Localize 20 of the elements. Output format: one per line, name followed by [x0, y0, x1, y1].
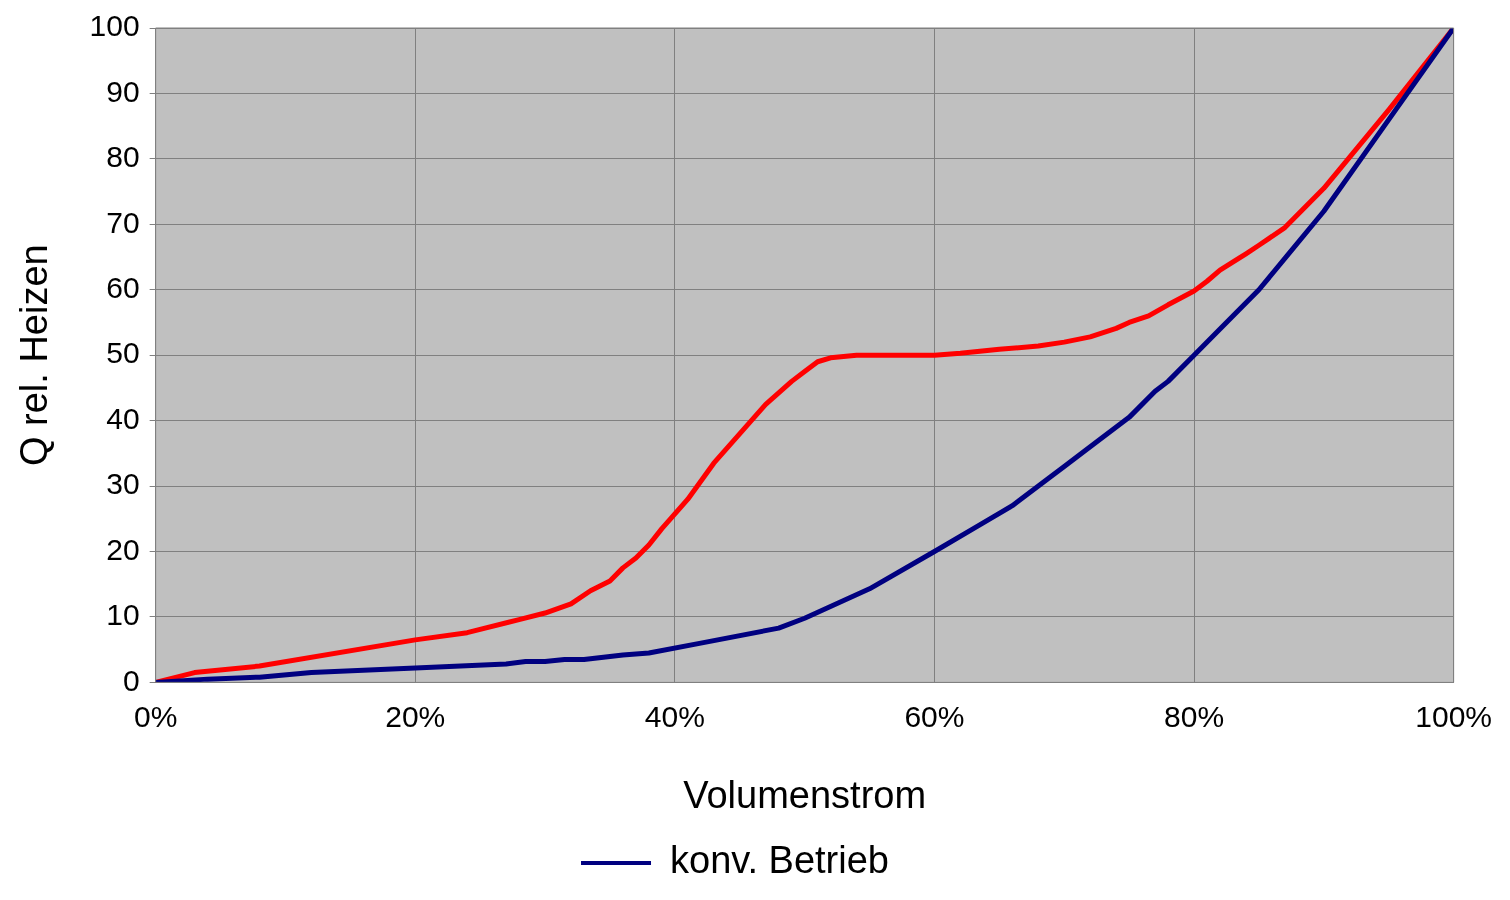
- x-tick-label: 80%: [1164, 699, 1225, 733]
- y-tick-label: 20: [106, 532, 140, 566]
- y-tick-label: 0: [122, 663, 140, 697]
- y-tick-label: 90: [106, 74, 140, 108]
- x-axis-title: Volumenstrom: [683, 773, 927, 816]
- y-tick-label: 40: [106, 401, 140, 435]
- y-tick-label: 70: [106, 205, 140, 239]
- y-tick-label: 10: [106, 598, 140, 632]
- y-tick-label: 60: [106, 271, 140, 305]
- x-tick-label: 40%: [644, 699, 705, 733]
- y-tick-label: 80: [106, 140, 140, 174]
- x-tick-label: 20%: [385, 699, 446, 733]
- x-tick-label: 0%: [133, 699, 178, 733]
- y-tick-label: 100: [89, 9, 140, 43]
- x-tick-label: 100%: [1415, 699, 1492, 733]
- y-tick-label: 30: [106, 467, 140, 501]
- y-axis-title: Q rel. Heizen: [13, 244, 56, 467]
- y-tick-label: 50: [106, 336, 140, 370]
- x-tick-label: 60%: [904, 699, 965, 733]
- legend-label: konv. Betrieb: [670, 839, 889, 882]
